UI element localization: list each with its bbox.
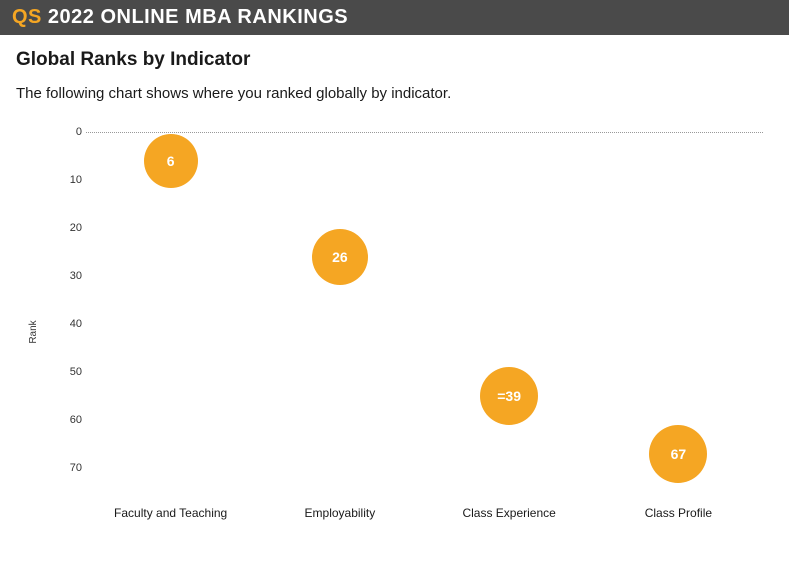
y-tick: 50 — [58, 366, 82, 378]
y-tick: 40 — [58, 318, 82, 330]
chart-bubble: =39 — [480, 367, 538, 425]
y-tick: 0 — [58, 126, 82, 138]
x-axis-label: Class Profile — [645, 506, 712, 520]
y-tick: 60 — [58, 414, 82, 426]
y-tick: 70 — [58, 462, 82, 474]
header-title: 2022 ONLINE MBA RANKINGS — [48, 6, 348, 29]
y-axis-label: Rank — [28, 320, 39, 343]
chart-bubble: 67 — [649, 425, 707, 483]
gridline-top — [86, 132, 763, 133]
x-axis-label: Class Experience — [462, 506, 555, 520]
y-tick: 30 — [58, 270, 82, 282]
y-tick: 10 — [58, 174, 82, 186]
x-axis-label: Employability — [305, 506, 376, 520]
header-bar: QS 2022 ONLINE MBA RANKINGS — [0, 0, 789, 35]
y-tick: 20 — [58, 222, 82, 234]
chart-area: Rank 0102030405060706Faculty and Teachin… — [56, 132, 773, 532]
chart-plot: 0102030405060706Faculty and Teaching26Em… — [86, 132, 763, 492]
header-brand: QS — [12, 6, 42, 29]
content-area: Global Ranks by Indicator The following … — [0, 35, 789, 532]
page-subtitle: Global Ranks by Indicator — [16, 49, 773, 71]
chart-bubble: 26 — [312, 229, 368, 285]
x-axis-label: Faculty and Teaching — [114, 506, 227, 520]
page-description: The following chart shows where you rank… — [16, 85, 773, 102]
chart-bubble: 6 — [144, 134, 198, 188]
